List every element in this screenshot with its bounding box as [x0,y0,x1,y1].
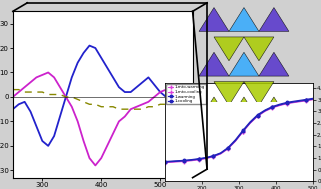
Legend: 1-mto-warming, 1-mto-cooling, 1-warming, 1-cooling: 1-mto-warming, 1-mto-cooling, 1-warming,… [167,84,206,104]
Polygon shape [199,97,229,121]
Polygon shape [229,52,259,76]
Polygon shape [229,97,259,121]
Polygon shape [259,97,289,121]
Polygon shape [214,37,244,61]
Polygon shape [199,8,229,31]
Polygon shape [214,82,244,105]
Polygon shape [199,52,229,76]
Polygon shape [259,8,289,31]
Polygon shape [229,8,259,31]
Polygon shape [259,52,289,76]
Polygon shape [244,37,274,61]
Polygon shape [244,82,274,105]
